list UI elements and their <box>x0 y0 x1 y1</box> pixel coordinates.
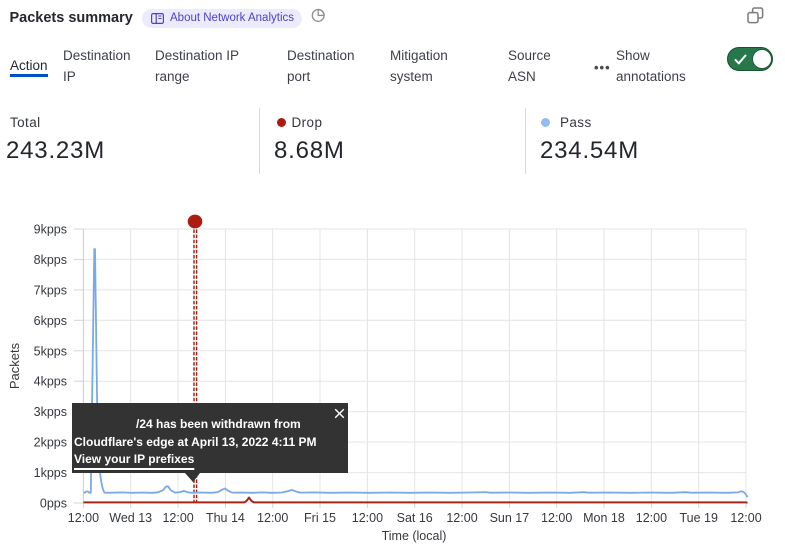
svg-text:Packets: Packets <box>7 342 22 389</box>
svg-text:12:00: 12:00 <box>636 511 667 525</box>
svg-text:9kpps: 9kpps <box>34 223 67 237</box>
svg-text:6kpps: 6kpps <box>34 314 67 328</box>
svg-text:3kpps: 3kpps <box>34 405 67 419</box>
svg-text:2kpps: 2kpps <box>34 436 67 450</box>
svg-text:5kpps: 5kpps <box>34 344 67 358</box>
svg-text:12:00: 12:00 <box>162 511 193 525</box>
svg-text:Fri 15: Fri 15 <box>304 511 336 525</box>
svg-text:4kpps: 4kpps <box>34 375 67 389</box>
svg-text:12:00: 12:00 <box>257 511 288 525</box>
svg-text:12:00: 12:00 <box>730 511 761 525</box>
svg-text:Tue 19: Tue 19 <box>679 511 718 525</box>
svg-text:Mon 18: Mon 18 <box>583 511 625 525</box>
svg-text:12:00: 12:00 <box>541 511 572 525</box>
svg-text:8kpps: 8kpps <box>34 253 67 267</box>
svg-text:12:00: 12:00 <box>68 511 99 525</box>
svg-text:Sat 16: Sat 16 <box>397 511 433 525</box>
svg-text:Time (local): Time (local) <box>382 529 447 543</box>
svg-text:Sun 17: Sun 17 <box>490 511 530 525</box>
svg-text:1kpps: 1kpps <box>34 466 67 480</box>
svg-text:Wed 13: Wed 13 <box>109 511 152 525</box>
svg-text:12:00: 12:00 <box>352 511 383 525</box>
svg-text:Thu 14: Thu 14 <box>206 511 245 525</box>
svg-text:12:00: 12:00 <box>446 511 477 525</box>
svg-text:0pps: 0pps <box>40 497 67 511</box>
svg-text:7kpps: 7kpps <box>34 283 67 297</box>
